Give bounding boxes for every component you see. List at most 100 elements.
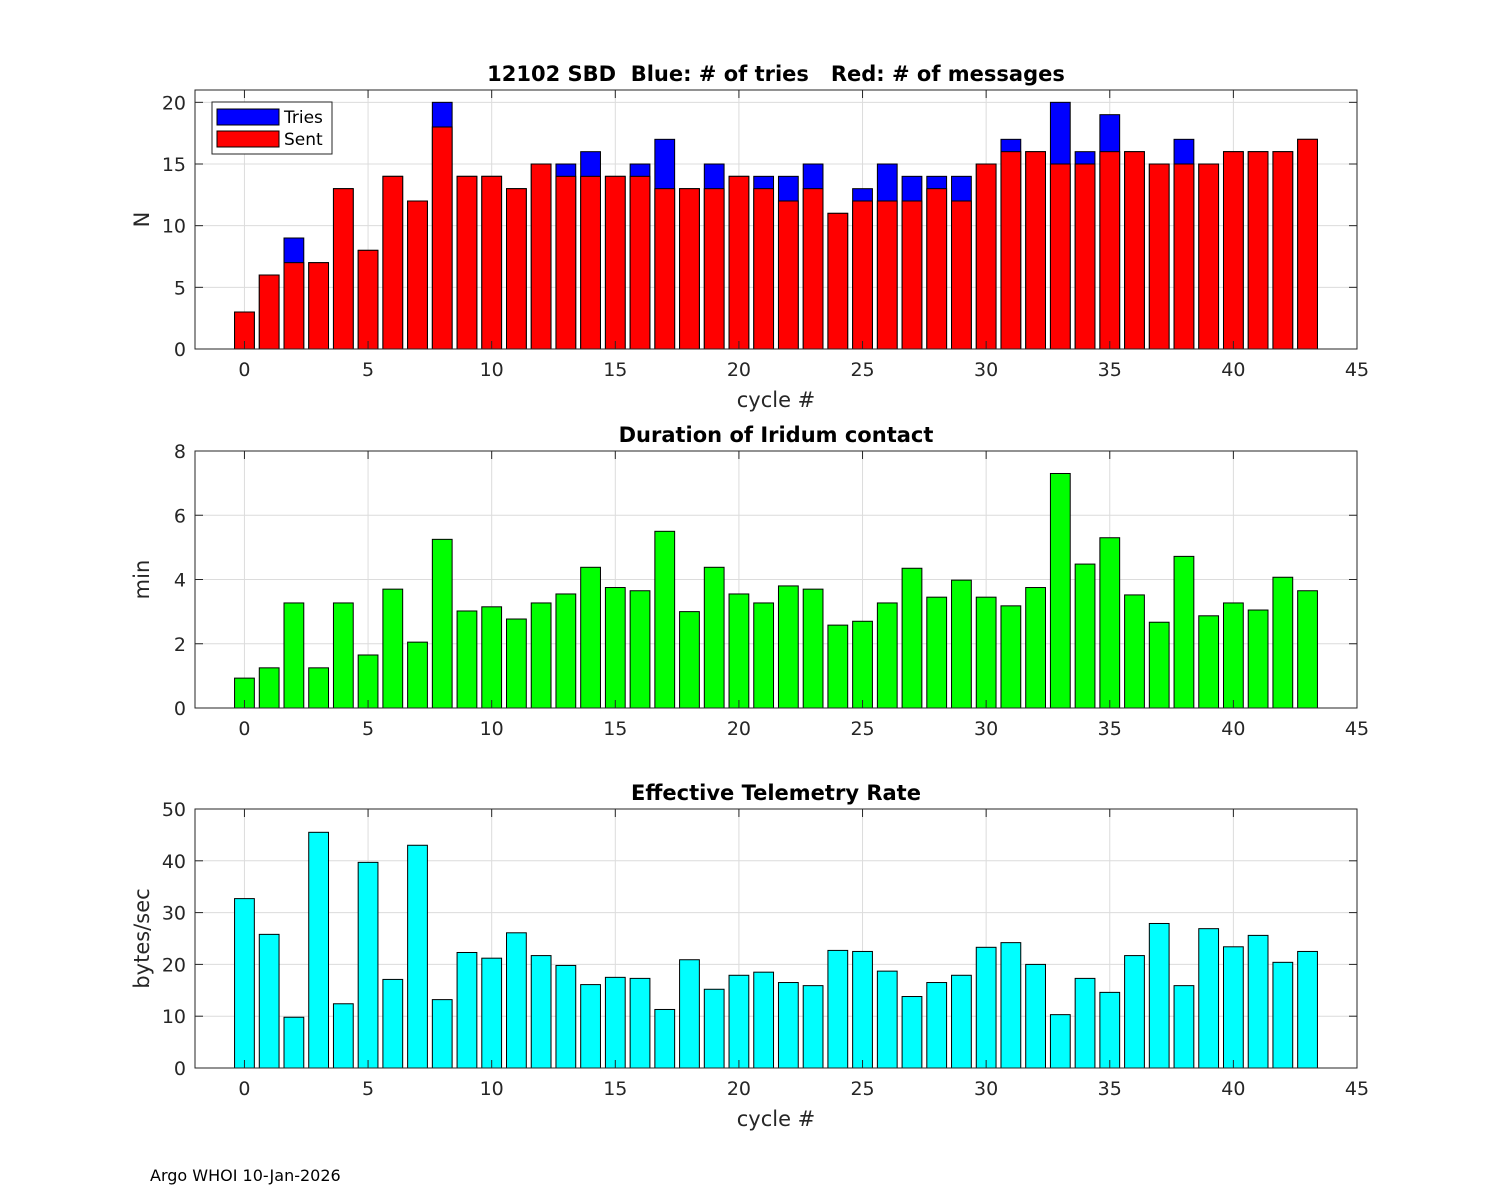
y-tick-label: 4 <box>174 570 186 592</box>
sent-bar <box>975 163 997 350</box>
sent-bar <box>1297 138 1318 350</box>
rate-bar <box>679 959 700 1069</box>
rate-bar <box>1297 950 1318 1069</box>
x-tick-label: 5 <box>362 1078 374 1100</box>
footer-credit: Argo WHOI 10-Jan-2026 <box>150 1166 341 1185</box>
sent-bar <box>1025 151 1046 350</box>
rate-bar <box>1000 942 1022 1069</box>
duration-bar <box>382 588 404 709</box>
duration-bar <box>802 588 824 709</box>
duration-bar <box>852 620 873 709</box>
x-tick-label: 10 <box>480 718 504 740</box>
duration-bar <box>1247 609 1269 709</box>
y-tick-label: 20 <box>162 92 186 114</box>
x-tick-label: 30 <box>974 1078 998 1100</box>
x-tick-label: 40 <box>1221 718 1245 740</box>
y-axis-label: N <box>130 212 154 228</box>
rate-bar <box>234 898 255 1069</box>
y-tick-label: 10 <box>162 216 186 238</box>
duration-bar <box>1000 605 1022 709</box>
chart-title: Effective Telemetry Rate <box>631 781 921 805</box>
sent-bar <box>1099 151 1121 350</box>
rate-bar <box>332 1003 354 1069</box>
rate-bar <box>431 999 453 1069</box>
rate-bar <box>728 974 750 1069</box>
y-axis-label: min <box>130 560 154 600</box>
duration-bar <box>1272 576 1294 709</box>
duration-bar <box>679 611 700 709</box>
duration-bar <box>431 538 453 709</box>
duration-bar <box>1099 537 1121 709</box>
x-axis-label: cycle # <box>737 388 816 412</box>
duration-bar <box>1049 472 1071 709</box>
duration-bar <box>332 602 354 709</box>
sent-bar <box>308 262 330 350</box>
sent-bar <box>1124 151 1145 350</box>
x-tick-label: 0 <box>238 1078 250 1100</box>
sent-bar <box>852 200 873 350</box>
x-tick-label: 10 <box>480 359 504 381</box>
x-tick-label: 35 <box>1098 359 1122 381</box>
rate-bar <box>258 933 280 1069</box>
duration-bar <box>283 602 305 709</box>
x-tick-label: 35 <box>1098 718 1122 740</box>
x-tick-label: 10 <box>480 1078 504 1100</box>
sent-bar <box>777 200 799 350</box>
duration-bar <box>555 593 577 709</box>
rate-bar <box>530 955 552 1069</box>
x-tick-label: 45 <box>1345 1078 1369 1100</box>
x-tick-label: 20 <box>727 359 751 381</box>
sent-bar <box>901 200 923 350</box>
rate-bar <box>456 951 478 1069</box>
rate-bar <box>1074 977 1096 1069</box>
y-tick-label: 40 <box>162 851 186 873</box>
x-tick-label: 25 <box>850 718 874 740</box>
rate-bar <box>308 831 330 1069</box>
duration-bar <box>1297 590 1318 709</box>
x-tick-label: 0 <box>238 718 250 740</box>
rate-bar <box>802 985 824 1069</box>
x-tick-label: 15 <box>603 718 627 740</box>
legend-swatch-tries <box>216 108 280 126</box>
duration-bar <box>926 596 948 709</box>
x-tick-label: 45 <box>1345 718 1369 740</box>
sent-bar <box>1173 163 1195 350</box>
duration-bar <box>530 602 552 709</box>
sent-bar <box>604 175 626 350</box>
telemetry-rate-panel: 0 5 10 15 20 25 30 35 40 45 0 10 20 30 40 50 Effective T… <box>130 781 1369 1131</box>
rate-bar <box>1025 963 1046 1069</box>
duration-bar <box>308 667 330 709</box>
sent-bar <box>555 175 577 350</box>
sent-bar <box>456 175 478 350</box>
sent-bar <box>951 200 972 350</box>
duration-bar <box>703 566 725 709</box>
duration-bar <box>1074 563 1096 709</box>
duration-bar <box>481 606 503 709</box>
legend-label-sent: Sent <box>284 130 323 150</box>
duration-bar <box>258 667 280 709</box>
y-tick-label: 15 <box>162 154 186 176</box>
sent-bar <box>431 126 453 350</box>
sent-bar <box>703 188 725 350</box>
rate-bar <box>1272 961 1294 1069</box>
sent-bar <box>382 175 404 350</box>
duration-bar <box>728 593 750 709</box>
duration-bar <box>975 596 997 709</box>
duration-bar <box>951 579 972 709</box>
iridium-duration-panel: 0 5 10 15 20 25 30 35 40 45 0 2 4 6 8 Duration of Iridu… <box>130 423 1369 740</box>
sent-bar <box>580 175 601 350</box>
sent-bar <box>753 188 775 350</box>
legend-label-tries: Tries <box>283 108 323 128</box>
axes-box <box>194 89 1358 350</box>
sent-bar <box>728 175 750 350</box>
sent-bar <box>407 200 428 350</box>
duration-bar <box>1173 555 1195 709</box>
y-axis-label: bytes/sec <box>130 888 154 988</box>
duration-bar <box>1025 587 1046 709</box>
rate-bar <box>283 1016 305 1069</box>
rate-bar <box>1173 985 1195 1069</box>
duration-bar <box>654 530 676 709</box>
y-tick-label: 2 <box>174 634 186 656</box>
